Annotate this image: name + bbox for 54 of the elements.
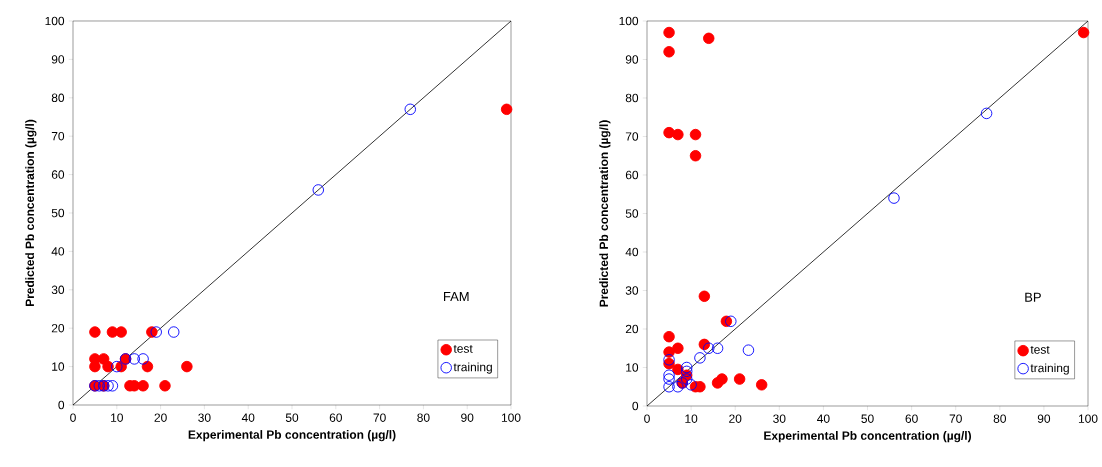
legend-label: test — [1030, 345, 1050, 354]
x-tick-label: 10 — [111, 413, 123, 422]
legend-label: test — [453, 344, 473, 353]
x-tick-label: 0 — [70, 413, 76, 422]
y-tick-label: 20 — [51, 323, 65, 333]
y-tick-label: 100 — [45, 16, 65, 26]
y-tick-label: 100 — [619, 16, 639, 26]
x-tick-label: 10 — [685, 414, 698, 423]
y-tick-label: 20 — [625, 324, 639, 334]
y-tick-label: 80 — [625, 93, 639, 103]
x-axis-title: Experimental Pb concentration (µg/l) — [188, 430, 396, 442]
y-tick-label: 50 — [625, 209, 639, 218]
x-tick-label: 0 — [644, 414, 650, 423]
x-tick-label: 90 — [1037, 414, 1051, 423]
legend-title: BP — [1025, 292, 1041, 302]
legend-label: training — [453, 362, 492, 374]
legend-title: FAM — [444, 292, 469, 301]
legend-label: training — [1030, 363, 1069, 375]
y-tick-label: 40 — [625, 247, 639, 257]
x-tick-label: 20 — [729, 414, 742, 423]
y-tick-label: 0 — [58, 400, 65, 410]
x-tick-label: 100 — [1078, 414, 1098, 423]
y-tick-label: 70 — [625, 132, 639, 141]
x-tick-label: 80 — [417, 413, 430, 422]
x-tick-label: 50 — [285, 413, 299, 422]
x-tick-label: 40 — [817, 414, 830, 423]
y-tick-label: 60 — [51, 170, 65, 179]
y-tick-label: 70 — [51, 131, 65, 141]
x-tick-label: 50 — [861, 414, 874, 423]
x-tick-label: 60 — [905, 414, 918, 423]
x-tick-label: 30 — [198, 413, 211, 422]
x-tick-label: 30 — [773, 414, 786, 423]
x-tick-label: 80 — [993, 414, 1006, 423]
x-tick-label: 100 — [501, 413, 521, 422]
y-tick-label: 40 — [51, 247, 65, 256]
y-axis-title: Predicted Pb concentration (µg/l) — [25, 119, 37, 306]
y-tick-label: 80 — [51, 93, 65, 103]
x-tick-label: 20 — [154, 413, 167, 422]
x-axis-title: Experimental Pb concentration (µg/l) — [764, 431, 971, 443]
y-axis-title: Predicted Pb concentration (µg/l) — [599, 120, 611, 307]
y-tick-label: 90 — [625, 55, 639, 64]
y-tick-label: 30 — [625, 286, 639, 295]
x-tick-label: 70 — [373, 413, 386, 422]
y-tick-label: 30 — [51, 285, 65, 295]
x-tick-label: 40 — [241, 413, 255, 422]
x-tick-label: 70 — [949, 414, 962, 423]
y-tick-label: 0 — [632, 401, 639, 411]
y-tick-label: 10 — [52, 362, 65, 371]
y-tick-label: 10 — [626, 363, 639, 372]
x-tick-label: 60 — [329, 413, 342, 422]
y-tick-label: 50 — [51, 208, 65, 218]
x-tick-label: 90 — [461, 413, 474, 422]
y-tick-label: 90 — [51, 55, 65, 64]
y-tick-label: 60 — [625, 170, 639, 180]
